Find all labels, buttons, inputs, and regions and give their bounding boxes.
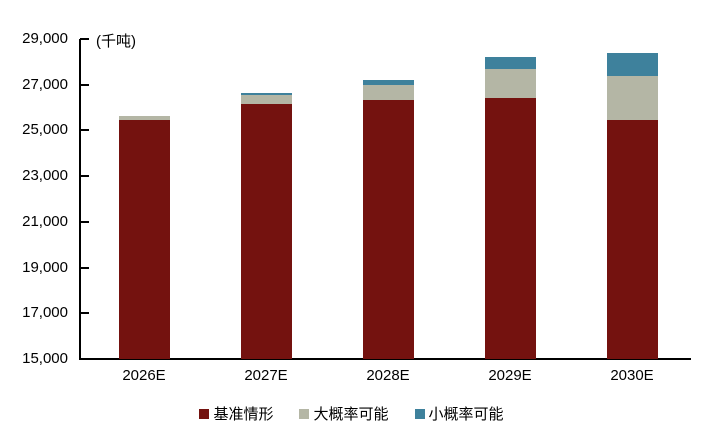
bar-segment-high-probability bbox=[240, 95, 292, 105]
bar-segment-low-probability bbox=[606, 52, 658, 76]
legend-swatch-base-case bbox=[199, 408, 210, 419]
bar-segment-high-probability bbox=[606, 75, 658, 121]
bar-segment-low-probability bbox=[484, 57, 536, 69]
legend-label: 大概率可能 bbox=[313, 406, 389, 423]
y-tick-mark bbox=[80, 83, 89, 86]
bar-segment-low-probability bbox=[240, 92, 292, 95]
y-tick-label: 29,000 bbox=[22, 30, 68, 47]
bar-segment-base-case bbox=[362, 99, 414, 359]
x-axis-line bbox=[79, 358, 691, 360]
y-tick-mark bbox=[80, 266, 89, 269]
legend: 基准情形 大概率可能 小概率可能 bbox=[0, 403, 703, 424]
x-tick-label: 2028E bbox=[366, 367, 410, 384]
x-tick-label: 2026E bbox=[122, 367, 166, 384]
bar-segment-base-case bbox=[240, 104, 292, 359]
x-tick-label: 2030E bbox=[610, 367, 654, 384]
bar-segment-high-probability bbox=[362, 84, 414, 100]
legend-swatch-low-probability bbox=[414, 408, 425, 419]
y-tick-mark bbox=[80, 358, 89, 360]
legend-item-low-probability: 小概率可能 bbox=[414, 403, 504, 424]
legend-label: 小概率可能 bbox=[428, 406, 504, 423]
y-tick-label: 23,000 bbox=[22, 167, 68, 185]
x-tick-label: 2027E bbox=[244, 367, 288, 384]
bar-segment-base-case bbox=[484, 98, 536, 359]
y-tick-mark bbox=[80, 220, 89, 223]
bar-segment-low-probability bbox=[362, 80, 414, 85]
y-tick-mark bbox=[80, 38, 89, 40]
y-tick-mark bbox=[80, 129, 89, 132]
bar-segment-base-case bbox=[606, 120, 658, 359]
bar-segment-base-case bbox=[118, 120, 170, 359]
legend-item-high-probability: 大概率可能 bbox=[299, 403, 389, 424]
legend-swatch-high-probability bbox=[299, 408, 310, 419]
y-axis-unit-label: (千吨) bbox=[96, 33, 136, 50]
legend-label: 基准情形 bbox=[213, 406, 274, 423]
y-axis-line bbox=[79, 39, 81, 360]
y-tick-label: 25,000 bbox=[22, 121, 68, 139]
legend-item-base-case: 基准情形 bbox=[199, 403, 273, 424]
x-tick-label: 2029E bbox=[488, 367, 532, 384]
y-tick-label: 15,000 bbox=[22, 350, 68, 367]
y-tick-mark bbox=[80, 175, 89, 178]
y-tick-label: 27,000 bbox=[22, 75, 68, 93]
y-tick-label: 19,000 bbox=[22, 258, 68, 276]
bar-segment-high-probability bbox=[484, 68, 536, 99]
y-tick-label: 17,000 bbox=[22, 304, 68, 322]
y-tick-mark bbox=[80, 312, 89, 315]
bar-segment-high-probability bbox=[118, 115, 170, 121]
y-tick-label: 21,000 bbox=[22, 212, 68, 230]
